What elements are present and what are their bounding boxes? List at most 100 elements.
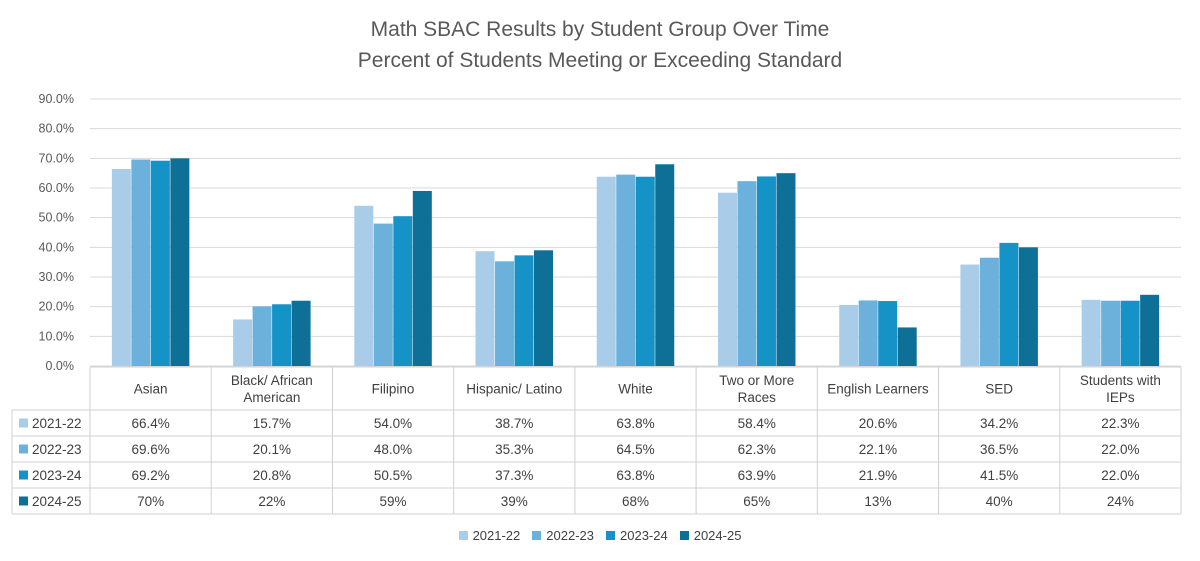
- data-label: 70%: [137, 494, 164, 509]
- category-label: English Learners: [827, 382, 929, 397]
- data-label: 58.4%: [738, 416, 776, 431]
- y-tick-label: 20.0%: [39, 300, 74, 314]
- legend-key-swatch: [19, 470, 28, 480]
- legend-key-swatch: [19, 444, 28, 454]
- legend-item: 2024-25: [679, 528, 742, 543]
- data-label: 37.3%: [495, 468, 533, 483]
- data-label: 22%: [258, 494, 285, 509]
- category-label: Races: [738, 390, 777, 405]
- data-label: 64.5%: [616, 442, 654, 457]
- data-label: 40%: [986, 494, 1013, 509]
- bar: [233, 319, 253, 366]
- bar: [111, 169, 131, 366]
- data-label: 22.1%: [859, 442, 897, 457]
- bar: [717, 192, 737, 366]
- legend-item: 2023-24: [606, 528, 668, 543]
- category-label: Black/ African: [231, 373, 313, 388]
- category-label: American: [243, 390, 300, 405]
- legend-label: 2022-23: [546, 528, 594, 543]
- data-label: 65%: [743, 494, 770, 509]
- y-tick-label: 40.0%: [39, 240, 74, 254]
- bar: [373, 223, 393, 366]
- chart-subtitle: Percent of Students Meeting or Exceeding…: [357, 49, 843, 72]
- bar: [514, 255, 534, 366]
- data-label: 63.8%: [616, 416, 654, 431]
- chart-legend: 2021-22 2022-23 2023-24 2024-25: [0, 528, 1200, 543]
- legend-swatch: [458, 531, 468, 540]
- data-label: 62.3%: [738, 442, 776, 457]
- y-tick-label: 80.0%: [39, 122, 74, 136]
- bar: [1018, 247, 1038, 366]
- data-label: 13%: [864, 494, 891, 509]
- legend-label: 2021-22: [472, 528, 521, 543]
- series-name: 2024-25: [32, 494, 82, 509]
- bar: [272, 304, 292, 366]
- data-label: 63.8%: [616, 468, 654, 483]
- legend-key-swatch: [19, 496, 28, 506]
- series-name: 2023-24: [32, 468, 82, 483]
- category-label: Hispanic/ Latino: [466, 382, 562, 397]
- legend-item: 2022-23: [532, 528, 594, 543]
- data-label: 54.0%: [374, 416, 412, 431]
- y-tick-label: 50.0%: [39, 211, 74, 225]
- data-label: 36.5%: [980, 442, 1018, 457]
- data-label: 35.3%: [495, 442, 533, 457]
- data-label: 69.2%: [131, 468, 169, 483]
- bar: [596, 176, 616, 366]
- category-label: Filipino: [372, 382, 415, 397]
- series-name: 2022-23: [32, 442, 82, 457]
- bar: [291, 300, 311, 366]
- bar: [475, 251, 495, 366]
- bar: [858, 300, 878, 366]
- bar: [979, 257, 999, 366]
- data-label: 22.3%: [1101, 416, 1139, 431]
- category-label: Students with: [1080, 373, 1161, 388]
- legend-swatch: [606, 531, 615, 540]
- y-tick-label: 90.0%: [39, 92, 74, 106]
- data-label: 24%: [1107, 494, 1134, 509]
- bar: [354, 205, 374, 366]
- bar: [1081, 299, 1101, 366]
- data-label: 59%: [380, 494, 407, 509]
- bar: [737, 181, 757, 366]
- data-label: 68%: [622, 494, 649, 509]
- bar: [960, 264, 980, 366]
- bar: [878, 301, 898, 366]
- bar: [393, 216, 413, 366]
- bar: [412, 190, 432, 366]
- data-label: 20.6%: [859, 416, 897, 431]
- bar: [131, 159, 151, 366]
- data-label: 20.1%: [253, 442, 291, 457]
- data-label: 39%: [501, 494, 528, 509]
- legend-swatch: [532, 531, 542, 540]
- y-tick-label: 0.0%: [46, 359, 75, 373]
- bar: [655, 164, 675, 366]
- bar: [534, 250, 554, 366]
- data-label: 22.0%: [1101, 442, 1139, 457]
- bar: [897, 327, 917, 366]
- bar: [495, 261, 515, 366]
- data-label: 22.0%: [1101, 468, 1139, 483]
- bar: [150, 160, 170, 366]
- bar: [616, 174, 636, 366]
- bar: [635, 176, 655, 366]
- data-label: 48.0%: [374, 442, 412, 457]
- data-label: 38.7%: [495, 416, 533, 431]
- bar: [1140, 294, 1160, 366]
- legend-label: 2024-25: [693, 528, 742, 543]
- data-label: 20.8%: [253, 468, 291, 483]
- data-label: 63.9%: [738, 468, 776, 483]
- bar: [776, 173, 796, 366]
- data-label: 21.9%: [859, 468, 897, 483]
- y-tick-label: 60.0%: [39, 181, 74, 195]
- category-label: SED: [985, 382, 1013, 397]
- bar: [1101, 300, 1121, 366]
- bar: [839, 304, 859, 366]
- category-label: IEPs: [1106, 390, 1135, 405]
- series-name: 2021-22: [32, 416, 82, 431]
- bar: [252, 306, 272, 366]
- data-label: 41.5%: [980, 468, 1018, 483]
- data-label: 50.5%: [374, 468, 412, 483]
- data-label: 34.2%: [980, 416, 1018, 431]
